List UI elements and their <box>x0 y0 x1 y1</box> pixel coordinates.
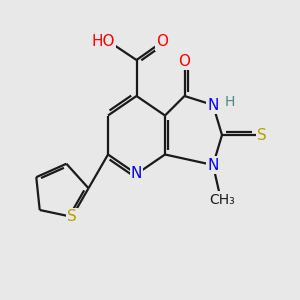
Text: H: H <box>224 95 235 109</box>
Text: N: N <box>207 158 219 172</box>
Text: N: N <box>131 167 142 182</box>
Text: O: O <box>156 34 168 50</box>
Text: S: S <box>67 209 77 224</box>
Text: N: N <box>207 98 219 112</box>
Text: CH₃: CH₃ <box>209 193 235 206</box>
Text: HO: HO <box>92 34 115 50</box>
Text: S: S <box>257 128 267 142</box>
Text: O: O <box>178 54 190 69</box>
